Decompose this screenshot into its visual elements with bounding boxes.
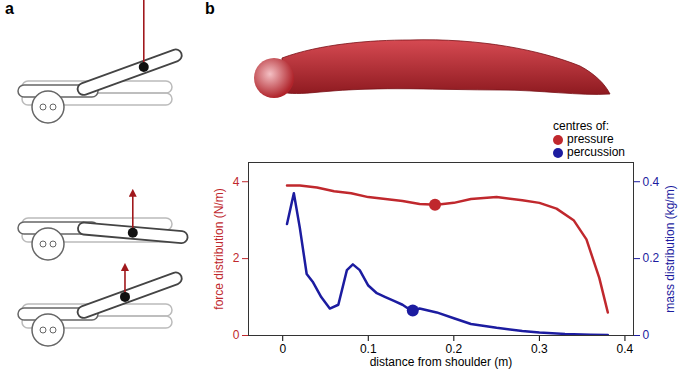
svg-text:mass distribution (kg/m): mass distribution (kg/m)	[663, 185, 677, 312]
html-text:centres of:: centres of:	[553, 119, 609, 133]
svg-text:0: 0	[643, 328, 650, 342]
svg-text:0: 0	[233, 328, 240, 342]
svg-text:4: 4	[233, 175, 240, 189]
svg-text:0: 0	[279, 342, 286, 356]
svg-text:0.2: 0.2	[445, 342, 463, 356]
svg-text:0.3: 0.3	[531, 342, 548, 356]
svg-text:force distribution (N/m): force distribution (N/m)	[212, 188, 226, 309]
html-text:b: b	[205, 0, 215, 17]
svg-text:0.2: 0.2	[643, 251, 660, 265]
svg-text:0.1: 0.1	[359, 342, 377, 356]
svg-text:2: 2	[233, 251, 240, 265]
svg-text:0.4: 0.4	[617, 342, 634, 356]
html-text:percussion: percussion	[567, 145, 625, 159]
html-text:pressure: pressure	[567, 132, 614, 146]
svg-text:distance from shoulder (m): distance from shoulder (m)	[370, 355, 513, 369]
html-text:a: a	[5, 0, 14, 17]
svg-text:0.4: 0.4	[643, 175, 660, 189]
